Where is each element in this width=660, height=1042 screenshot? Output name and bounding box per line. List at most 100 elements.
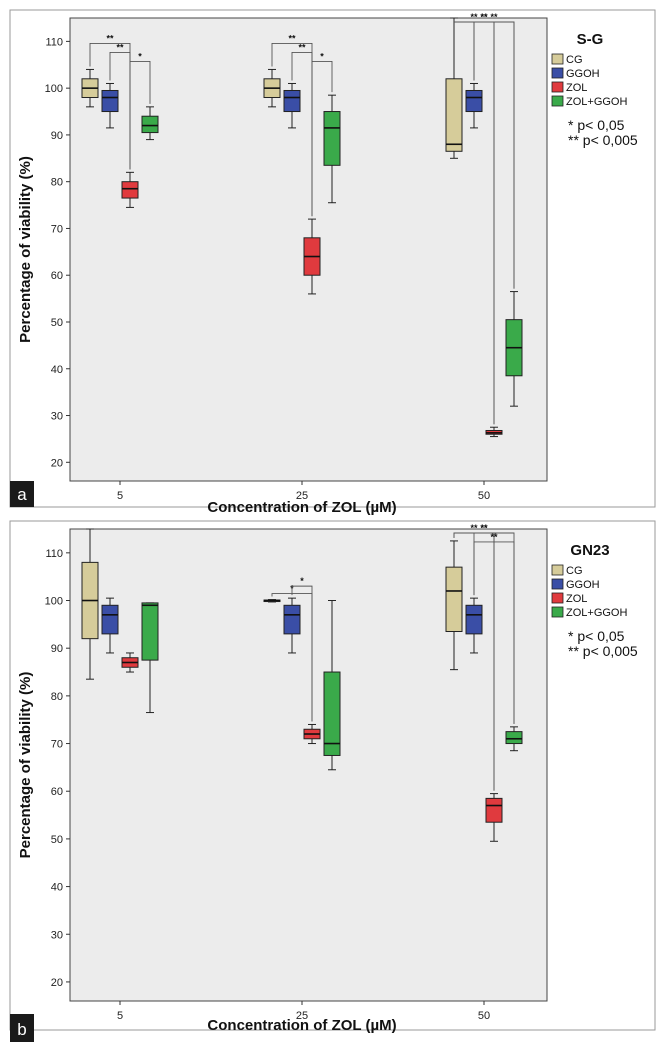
legend-swatch	[551, 592, 564, 604]
panel-letter: b	[17, 1020, 26, 1039]
panel-a: 20 30 40 50 60 70 80 90 100 110 5 25 50 Concentration…	[9, 9, 656, 516]
box-ZOL-50	[485, 426, 503, 438]
y-tick-label: 50	[51, 834, 63, 846]
bracket-line	[291, 585, 313, 722]
bracket-line	[311, 60, 333, 217]
y-tick-label: 70	[51, 223, 63, 235]
box-CG-5	[81, 68, 99, 108]
y-tick-label: 40	[51, 364, 63, 376]
box-ZOL-5	[121, 652, 139, 673]
y-tick-label: 110	[45, 36, 63, 48]
bracket-label: **	[480, 12, 488, 22]
box-ZOL-5	[121, 171, 139, 208]
box-body	[101, 89, 119, 113]
box-GGOH-5	[101, 82, 119, 129]
significance-legend: * p< 0,05	[568, 117, 625, 133]
significance-bracket: **	[473, 532, 515, 724]
y-tick-label: 60	[51, 270, 63, 282]
box-GGOH-50	[465, 597, 483, 654]
box-body	[323, 671, 341, 756]
y-tick-label: 70	[51, 739, 63, 751]
box-body	[505, 731, 523, 745]
bracket-line	[129, 60, 151, 170]
legend-label: ZOL+GGOH	[566, 607, 627, 619]
bracket-label: **	[480, 523, 488, 533]
box-body	[465, 604, 483, 635]
y-tick-label: 80	[51, 691, 63, 703]
y-tick-label: 20	[51, 457, 63, 469]
bracket-label: **	[298, 42, 306, 52]
bracket-label: **	[490, 532, 498, 542]
box-CG-25	[263, 599, 281, 603]
bracket-label: **	[288, 33, 296, 43]
x-tick-label: 5	[117, 1010, 123, 1022]
y-tick-label: 90	[51, 643, 63, 655]
bracket-label: **	[480, 523, 488, 533]
legend-label: GGOH	[566, 68, 600, 80]
significance-bracket: **	[473, 12, 515, 289]
box-CG-5	[81, 528, 99, 680]
box-GGOH-50	[465, 82, 483, 129]
significance-legend: * p< 0,05	[568, 628, 625, 644]
panel-letter-box	[10, 481, 34, 507]
box-body	[445, 566, 463, 633]
box-ZOL+GGOH-50	[505, 726, 523, 752]
y-tick-label: 30	[51, 929, 63, 941]
box-CG-50	[445, 17, 463, 159]
y-tick-label: 90	[51, 130, 63, 142]
box-body	[101, 604, 119, 635]
y-tick-label: 80	[51, 177, 63, 189]
x-axis-title: Concentration of ZOL (µM)	[207, 499, 396, 516]
bracket-label: **	[106, 33, 114, 43]
significance-legend: ** p< 0,005	[568, 132, 638, 148]
legend-label: CG	[566, 565, 583, 577]
bracket-line	[473, 21, 515, 289]
legend-swatch	[551, 67, 564, 79]
plot-area	[69, 528, 548, 1002]
y-tick-label: 60	[51, 786, 63, 798]
bracket-label: *	[138, 51, 142, 61]
y-axis-title: Percentage of viability (%)	[17, 156, 34, 343]
box-body	[283, 89, 301, 113]
legend-swatch	[551, 578, 564, 590]
legend-swatch	[551, 95, 564, 107]
significance-bracket: *	[129, 51, 151, 170]
box-body	[323, 111, 341, 166]
bracket-label: **	[116, 42, 124, 52]
panel-letter: a	[17, 485, 27, 504]
legend-label: ZOL	[566, 82, 587, 94]
significance-bracket: *	[291, 576, 313, 722]
y-axis-title: Percentage of viability (%)	[17, 672, 34, 859]
box-ZOL+GGOH-50	[505, 291, 523, 407]
bracket-line	[473, 541, 515, 724]
x-axis-title: Concentration of ZOL (µM)	[207, 1017, 396, 1034]
y-tick-label: 100	[45, 83, 63, 95]
significance-bracket: *	[311, 51, 333, 217]
box-body	[465, 89, 483, 113]
legend-label: ZOL	[566, 593, 587, 605]
panel-letter-box	[10, 1014, 34, 1042]
chart-title: S-G	[577, 31, 604, 48]
bracket-label: **	[470, 12, 478, 22]
bracket-label: **	[480, 12, 488, 22]
chart-title: GN23	[570, 542, 609, 559]
legend-label: CG	[566, 54, 583, 66]
box-ZOL+GGOH-5	[141, 106, 159, 141]
y-tick-label: 50	[51, 317, 63, 329]
box-ZOL+GGOH-25	[323, 600, 341, 771]
box-body	[121, 181, 139, 199]
box-body	[141, 602, 159, 661]
box-ZOL-25	[303, 218, 321, 295]
panel-b: 20 30 40 50 60 70 80 90 100 110 5 25 50 Concentration…	[9, 520, 656, 1042]
bracket-label: **	[490, 12, 498, 22]
box-CG-25	[263, 68, 281, 108]
x-tick-label: 5	[117, 490, 123, 502]
box-GGOH-25	[283, 82, 301, 129]
box-body	[445, 78, 463, 152]
y-tick-label: 40	[51, 882, 63, 894]
y-tick-label: 20	[51, 977, 63, 989]
y-tick-label: 100	[45, 596, 63, 608]
legend-swatch	[551, 81, 564, 93]
significance-legend: ** p< 0,005	[568, 643, 638, 659]
